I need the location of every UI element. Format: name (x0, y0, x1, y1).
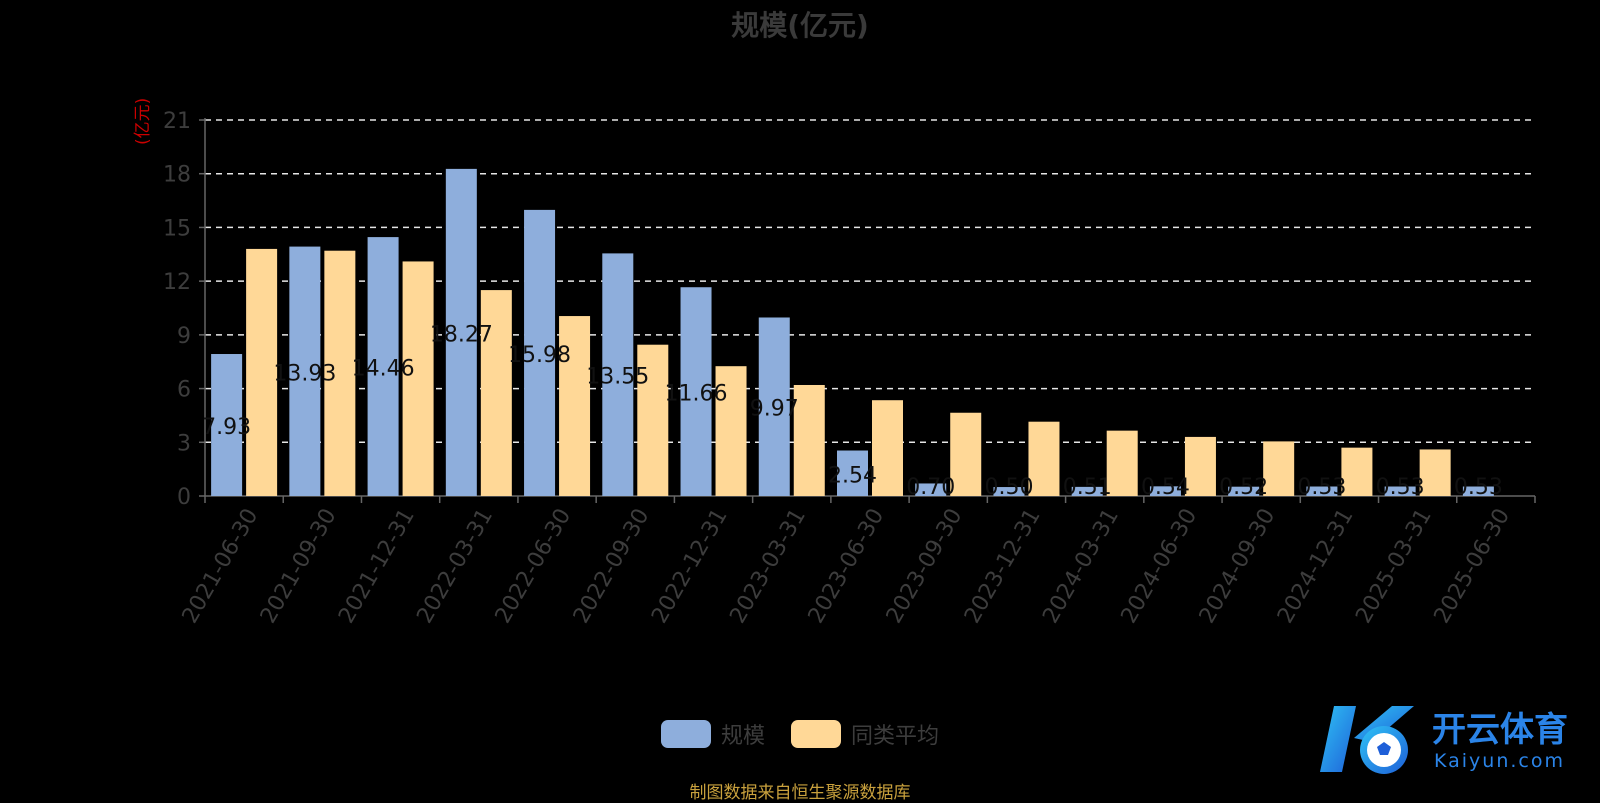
logo-domain-text: Kaiyun.com (1434, 750, 1565, 772)
soccer-ball-icon (1320, 706, 1414, 774)
bar-scale (1306, 486, 1338, 496)
bar-scale (993, 487, 1025, 496)
y-tick-label: 12 (163, 270, 191, 295)
x-tick-label: 2022-09-30 (569, 505, 655, 628)
bar-scale (1149, 486, 1181, 496)
bar-scale (758, 317, 790, 496)
bar-scale (915, 483, 947, 496)
bar-average (402, 261, 434, 496)
x-tick-label: 2025-03-31 (1351, 505, 1437, 628)
legend-label-average: 同类平均 (851, 724, 940, 749)
y-tick-label: 21 (163, 109, 191, 134)
x-tick-label: 2022-06-30 (491, 505, 577, 628)
x-tick-label: 2023-06-30 (804, 505, 890, 628)
kaiyun-logo: 开云体育 Kaiyun.com (1314, 698, 1584, 780)
bar-average (715, 366, 747, 496)
source-note: 制图数据来自恒生聚源数据库 (689, 783, 911, 803)
bar-average (1184, 436, 1216, 496)
data-label: 0.53 (1376, 475, 1425, 500)
bar-average (793, 384, 825, 496)
data-label: 13.93 (273, 361, 336, 386)
bar-average (324, 250, 356, 496)
x-tick-label: 2024-06-30 (1117, 505, 1203, 628)
bar-scale (1462, 486, 1494, 496)
bar-scale (602, 253, 634, 496)
bar-average (480, 290, 512, 496)
legend-swatch-average (791, 720, 841, 748)
data-label: 11.66 (665, 382, 728, 407)
data-label: 0.70 (906, 475, 955, 500)
data-label: 9.97 (750, 397, 799, 422)
chart-title: 规模(亿元) (731, 9, 869, 42)
data-label: 18.27 (430, 322, 493, 347)
data-label: 0.51 (1063, 475, 1112, 500)
x-tick-label: 2025-06-30 (1429, 505, 1515, 628)
data-label: 2.54 (828, 463, 877, 488)
bar-scale (680, 287, 712, 496)
y-tick-label: 9 (177, 324, 191, 349)
bar-scale (289, 246, 321, 496)
x-tick-label: 2024-03-31 (1038, 505, 1124, 628)
x-tick-label: 2024-12-31 (1273, 505, 1359, 628)
bar-scale (445, 168, 477, 496)
bar-average (559, 316, 591, 496)
x-tick-label: 2021-06-30 (178, 505, 264, 628)
data-label: 0.52 (1219, 475, 1268, 500)
data-label: 15.98 (508, 343, 571, 368)
x-tick-label: 2022-12-31 (647, 505, 733, 628)
x-tick-label: 2023-03-31 (725, 505, 811, 628)
bar-average (637, 344, 669, 496)
legend: 规模 同类平均 (0, 718, 1600, 750)
data-label: 0.53 (1454, 475, 1503, 500)
bar-average (1028, 421, 1060, 496)
bar-average (1341, 447, 1373, 496)
x-tick-label: 2023-09-30 (882, 505, 968, 628)
bar-average (1419, 449, 1451, 496)
data-label: 14.46 (352, 357, 415, 382)
y-tick-label: 3 (177, 431, 191, 456)
y-tick-label: 0 (177, 485, 191, 510)
legend-swatch-scale (660, 720, 711, 748)
bar-average (950, 412, 982, 496)
bar-scale (211, 354, 243, 496)
x-tick-label: 2021-12-31 (334, 505, 420, 628)
data-label: 7.93 (202, 415, 251, 440)
data-label: 13.55 (586, 365, 649, 390)
legend-label-scale: 规模 (720, 724, 765, 749)
legend-item-scale[interactable]: 规模 (660, 718, 765, 750)
y-axis-label: (亿元) (133, 97, 153, 145)
bar-average (246, 248, 278, 496)
x-tick-label: 2023-12-31 (960, 505, 1046, 628)
y-tick-label: 15 (163, 216, 191, 241)
y-tick-label: 18 (163, 163, 191, 188)
bar-scale (1071, 486, 1103, 496)
x-tick-label: 2022-03-31 (412, 504, 498, 627)
x-tick-label: 2021-09-30 (256, 505, 342, 628)
data-label: 0.50 (984, 475, 1033, 500)
bar-scale (524, 209, 556, 497)
bar-scale (1228, 486, 1260, 496)
bar-average (872, 400, 903, 496)
data-label: 0.54 (1141, 475, 1190, 500)
data-label: 0.53 (1297, 475, 1346, 500)
legend-item-average[interactable]: 同类平均 (791, 718, 939, 750)
bar-average (1106, 430, 1138, 496)
bar-scale (367, 237, 399, 496)
bar-scale (1384, 486, 1416, 496)
bar-average (1263, 441, 1295, 496)
x-tick-label: 2024-09-30 (1195, 505, 1281, 628)
logo-brand-text: 开云体育 (1432, 710, 1568, 750)
bar-scale (837, 450, 868, 496)
y-tick-label: 6 (177, 378, 191, 403)
